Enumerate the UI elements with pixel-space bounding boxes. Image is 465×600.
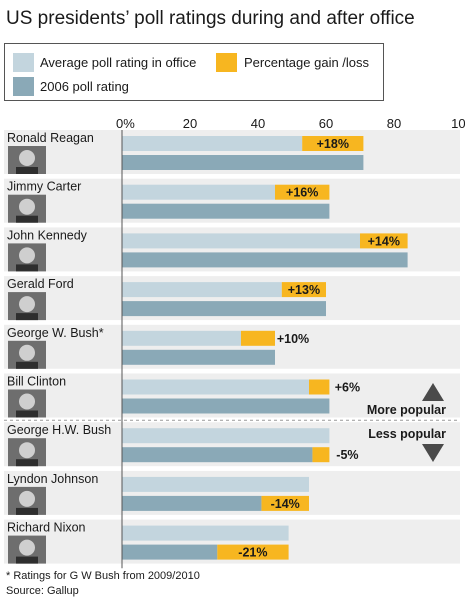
bar-office xyxy=(122,282,282,298)
bar-2006 xyxy=(122,203,330,219)
bar-office xyxy=(122,233,360,249)
x-tick-label: 100 xyxy=(451,116,465,131)
bar-office xyxy=(122,476,309,492)
chart-title: US presidents’ poll ratings during and a… xyxy=(6,8,415,29)
bar-change xyxy=(312,447,330,463)
bar-office xyxy=(122,136,303,151)
legend-label-change: Percentage gain /loss xyxy=(244,55,370,70)
change-label: +16% xyxy=(286,186,318,200)
category-label: George H.W. Bush xyxy=(7,423,111,437)
x-tick-label: 0% xyxy=(116,116,135,131)
legend-swatch-change xyxy=(216,53,237,72)
change-label: +18% xyxy=(317,137,349,151)
president-photo-face xyxy=(19,247,35,264)
president-photo-face xyxy=(19,344,35,361)
president-photo-suit xyxy=(16,361,38,369)
bar-change xyxy=(302,136,364,151)
category-label: Richard Nixon xyxy=(7,521,86,535)
category-label: Lyndon Johnson xyxy=(7,472,98,486)
president-photo-suit xyxy=(16,313,38,321)
president-photo-face xyxy=(19,198,35,215)
category-label: Ronald Reagan xyxy=(7,131,94,145)
president-photo-face xyxy=(19,296,35,313)
bar-2006 xyxy=(122,349,275,365)
less-popular-label: Less popular xyxy=(368,427,446,441)
bar-2006 xyxy=(122,447,313,463)
bar-2006 xyxy=(122,398,330,414)
president-photo-suit xyxy=(16,167,38,174)
president-photo-suit xyxy=(16,410,38,418)
change-label: +6% xyxy=(335,381,360,395)
source-note: Source: Gallup xyxy=(6,585,79,597)
change-label: +13% xyxy=(288,283,320,297)
category-label: Gerald Ford xyxy=(7,277,74,291)
legend-swatch-2006 xyxy=(13,77,34,96)
legend-label-office: Average poll rating in office xyxy=(40,55,197,70)
bar-2006 xyxy=(122,544,218,560)
footnote: * Ratings for G W Bush from 2009/2010 xyxy=(6,570,200,582)
president-photo-face xyxy=(19,393,35,410)
bar-office xyxy=(122,379,309,395)
legend-label-2006: 2006 poll rating xyxy=(40,79,129,94)
arrow-down-icon xyxy=(422,444,444,462)
change-label: -21% xyxy=(238,546,267,560)
president-photo-face xyxy=(19,150,35,166)
x-tick-label: 80 xyxy=(387,116,401,131)
bar-office xyxy=(122,184,275,200)
president-photo-face xyxy=(19,539,35,556)
president-photo-suit xyxy=(16,264,38,272)
president-photo-suit xyxy=(16,459,38,467)
bar-2006 xyxy=(122,252,408,268)
change-label: +10% xyxy=(277,332,309,346)
category-label: John Kennedy xyxy=(7,228,88,242)
category-label: George W. Bush* xyxy=(7,326,104,340)
bar-change xyxy=(217,544,289,560)
bar-2006 xyxy=(122,495,262,511)
arrow-up-icon xyxy=(422,383,444,401)
bar-office xyxy=(122,525,289,541)
bar-change xyxy=(241,330,275,346)
bar-change xyxy=(309,379,330,395)
bar-2006 xyxy=(122,155,364,170)
more-popular-label: More popular xyxy=(367,403,446,417)
president-photo-suit xyxy=(16,507,38,515)
bar-change xyxy=(281,282,326,298)
change-label: -14% xyxy=(271,497,300,511)
x-tick-label: 20 xyxy=(183,116,197,131)
bar-change xyxy=(261,495,309,511)
change-label: -5% xyxy=(336,448,358,462)
bar-change xyxy=(275,184,330,200)
bar-change xyxy=(360,233,408,249)
change-label: +14% xyxy=(368,234,400,248)
legend-swatch-office xyxy=(13,53,34,72)
x-tick-label: 40 xyxy=(251,116,265,131)
president-photo-face xyxy=(19,442,35,459)
bar-office xyxy=(122,428,330,444)
legend: Average poll rating in office Percentage… xyxy=(4,43,384,101)
president-photo-face xyxy=(19,490,35,507)
category-label: Jimmy Carter xyxy=(7,180,81,194)
bar-office xyxy=(122,330,241,346)
bar-2006 xyxy=(122,301,326,317)
president-photo-suit xyxy=(16,556,38,564)
category-label: Bill Clinton xyxy=(7,375,66,389)
president-photo-suit xyxy=(16,215,38,223)
x-tick-label: 60 xyxy=(319,116,333,131)
